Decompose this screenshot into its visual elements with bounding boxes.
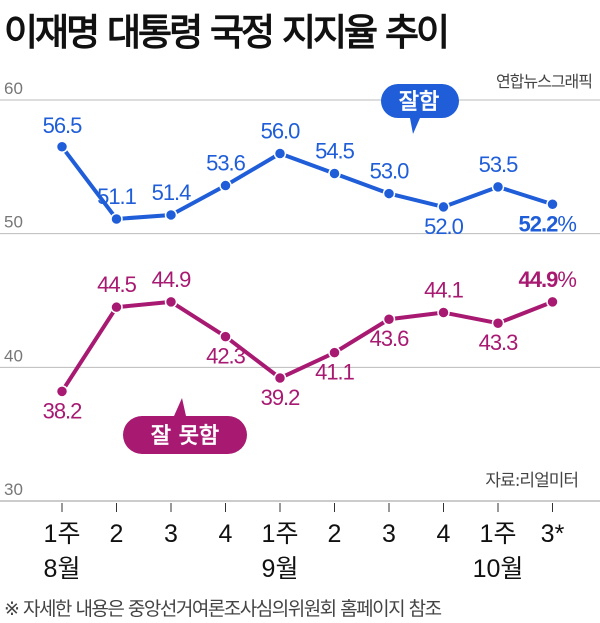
x-tick-label-week: 1주 (262, 520, 299, 548)
data-point (546, 295, 559, 309)
x-tick-label-month: 10월 (473, 555, 524, 583)
credit-text: 연합뉴스그래픽 (495, 72, 593, 91)
data-label: 53.6 (206, 151, 246, 176)
data-label: 52.0 (424, 214, 464, 239)
data-label: 44.1 (424, 278, 464, 303)
data-label: 53.0 (370, 159, 410, 184)
y-tick-label: 30 (4, 480, 23, 499)
data-point (491, 316, 505, 330)
data-label: 38.2 (43, 398, 83, 423)
callout-bubble-bad (123, 398, 247, 454)
data-label: 56.0 (261, 118, 301, 143)
x-tick-label-week: 3* (541, 520, 565, 548)
data-label: 53.5 (479, 152, 519, 177)
data-label: 51.1 (97, 184, 137, 209)
data-label: 54.5 (315, 139, 355, 164)
data-point (328, 346, 341, 359)
data-point (164, 295, 178, 309)
data-label: 42.3 (206, 344, 246, 369)
data-point (55, 140, 69, 154)
data-point (382, 187, 396, 200)
data-point (273, 371, 287, 385)
x-tick-label-week: 1주 (480, 520, 517, 548)
data-label: 52.2% (519, 211, 577, 236)
data-label: 43.3 (479, 330, 519, 355)
data-point (55, 385, 69, 398)
data-point (328, 167, 341, 180)
x-tick-label-month: 8월 (44, 555, 81, 583)
data-point (110, 212, 123, 226)
data-label: 44.9 (152, 267, 192, 292)
data-point (273, 147, 287, 160)
data-point (164, 208, 178, 222)
data-label: 44.9% (519, 267, 577, 292)
legend-label-bad: 잘 못함 (151, 424, 219, 449)
series-line-0 (60, 145, 554, 221)
x-tick-label-week: 3 (164, 520, 178, 548)
data-point (437, 200, 450, 214)
data-label: 44.5 (97, 272, 137, 297)
chart-title: 이재명 대통령 국정 지지율 추이 (4, 11, 450, 54)
x-tick-label-week: 1주 (44, 520, 81, 548)
source-text: 자료:리얼미터 (485, 471, 579, 491)
data-label: 43.6 (370, 326, 410, 351)
legend-label-good: 잘함 (399, 90, 439, 115)
data-point (219, 179, 232, 192)
data-label: 39.2 (261, 385, 301, 410)
data-point (110, 300, 123, 314)
footnote: ※ 자세한 내용은 중앙선거여론조사심의위원회 홈페이지 참조 (4, 598, 442, 620)
y-tick-label: 60 (4, 79, 23, 98)
y-tick-label: 50 (4, 213, 23, 232)
callout-bubble-good (381, 84, 459, 134)
data-point (491, 180, 505, 194)
x-tick-label-week: 4 (219, 520, 233, 548)
x-tick-label-week: 2 (110, 520, 124, 548)
x-tick-label-week: 4 (437, 520, 451, 548)
data-point (382, 312, 396, 326)
series-line-1 (60, 299, 554, 393)
data-label: 51.4 (152, 180, 192, 205)
y-tick-label: 40 (4, 346, 23, 365)
x-tick-label-week: 3 (382, 520, 396, 548)
data-point (219, 330, 232, 343)
data-point (546, 198, 559, 211)
x-tick-label-month: 9월 (262, 555, 299, 583)
data-label: 41.1 (315, 360, 355, 385)
x-tick-label-week: 2 (328, 520, 342, 548)
data-label: 56.5 (43, 113, 83, 138)
data-point (437, 306, 450, 319)
